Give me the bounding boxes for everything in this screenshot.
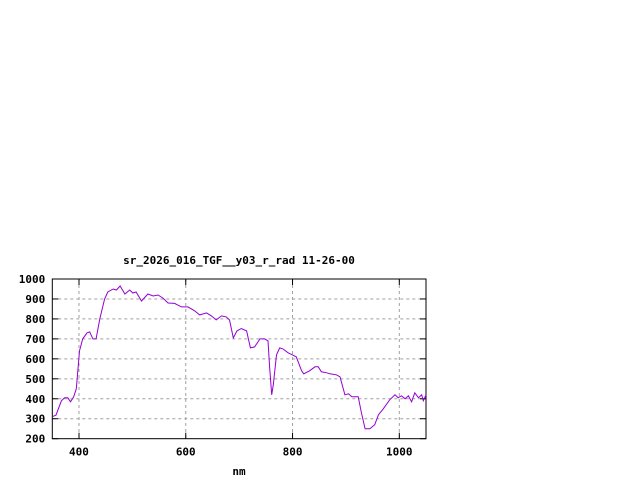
x-tick-label: 600 xyxy=(176,446,196,459)
ticks: 200 300 400 500 600 700 800 900 1000 400 600 800 100… xyxy=(19,273,426,459)
y-tick-label: 500 xyxy=(25,373,45,386)
y-tick-label: 300 xyxy=(25,413,45,426)
x-tick-label: 400 xyxy=(69,446,89,459)
x-tick-label: 1000 xyxy=(386,446,413,459)
y-tick-label: 700 xyxy=(25,333,45,346)
y-tick-label: 200 xyxy=(25,433,45,446)
chart-title: sr_2026_016_TGF__y03_r_rad 11-26-00 xyxy=(123,254,355,267)
y-tick-label: 800 xyxy=(25,313,45,326)
y-tick-label: 1000 xyxy=(19,273,46,286)
x-tick-label: 800 xyxy=(283,446,303,459)
y-tick-label: 400 xyxy=(25,393,45,406)
y-tick-label: 900 xyxy=(25,293,45,306)
x-axis-label: nm xyxy=(232,465,246,478)
grid xyxy=(52,279,426,439)
y-tick-label: 600 xyxy=(25,353,45,366)
series-line xyxy=(52,285,427,430)
